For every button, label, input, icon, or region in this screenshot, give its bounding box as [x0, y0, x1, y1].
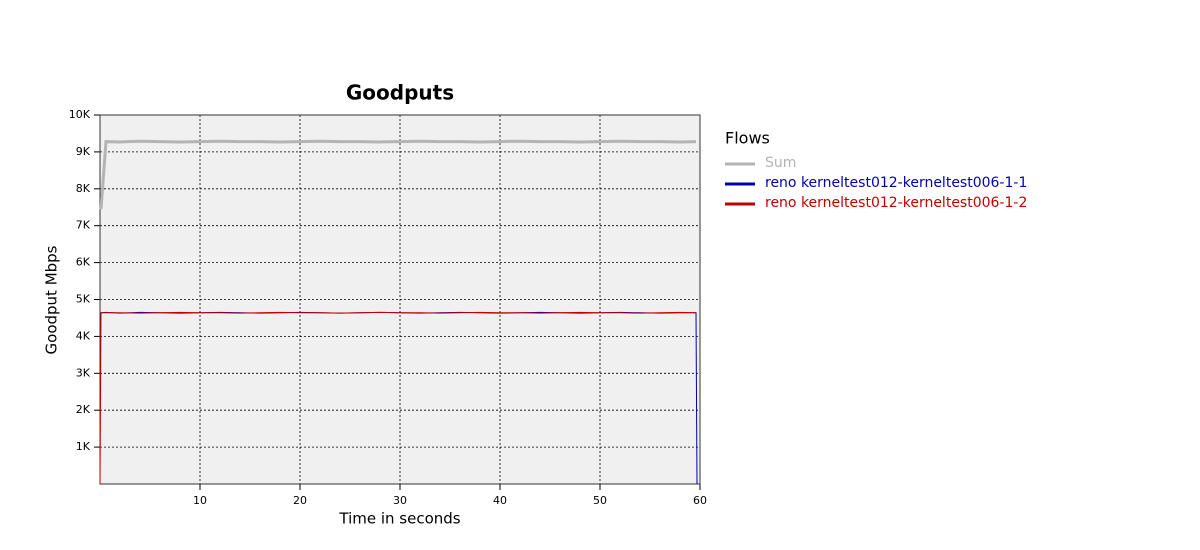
legend-title: Flows — [725, 129, 770, 148]
x-tick-label: 60 — [693, 494, 707, 507]
y-tick-label: 6K — [76, 256, 91, 269]
y-tick-label: 10K — [69, 108, 91, 121]
y-axis-title: Goodput Mbps — [43, 245, 61, 354]
series-line — [99, 139, 697, 210]
y-tick-label: 7K — [76, 219, 91, 232]
y-tick-label: 5K — [76, 293, 91, 306]
y-tick-label: 2K — [76, 403, 91, 416]
x-tick-label: 40 — [493, 494, 507, 507]
x-axis-title: Time in seconds — [338, 510, 460, 528]
legend-label: reno kerneltest012-kerneltest006-1-2 — [765, 195, 1027, 211]
y-tick-label: 1K — [76, 440, 91, 453]
legend-label: Sum — [765, 155, 796, 171]
y-tick-label: 4K — [76, 329, 91, 342]
x-tick-label: 50 — [593, 494, 607, 507]
series-line — [99, 311, 697, 485]
x-tick-label: 20 — [293, 494, 307, 507]
y-tick-label: 8K — [76, 182, 91, 195]
y-tick-label: 9K — [76, 145, 91, 158]
legend-label: reno kerneltest012-kerneltest006-1-1 — [765, 175, 1027, 191]
x-tick-label: 10 — [193, 494, 207, 507]
y-tick-label: 3K — [76, 366, 91, 379]
chart-title: Goodputs — [346, 81, 454, 105]
plot-border — [99, 114, 701, 485]
x-tick-label: 30 — [393, 494, 407, 507]
